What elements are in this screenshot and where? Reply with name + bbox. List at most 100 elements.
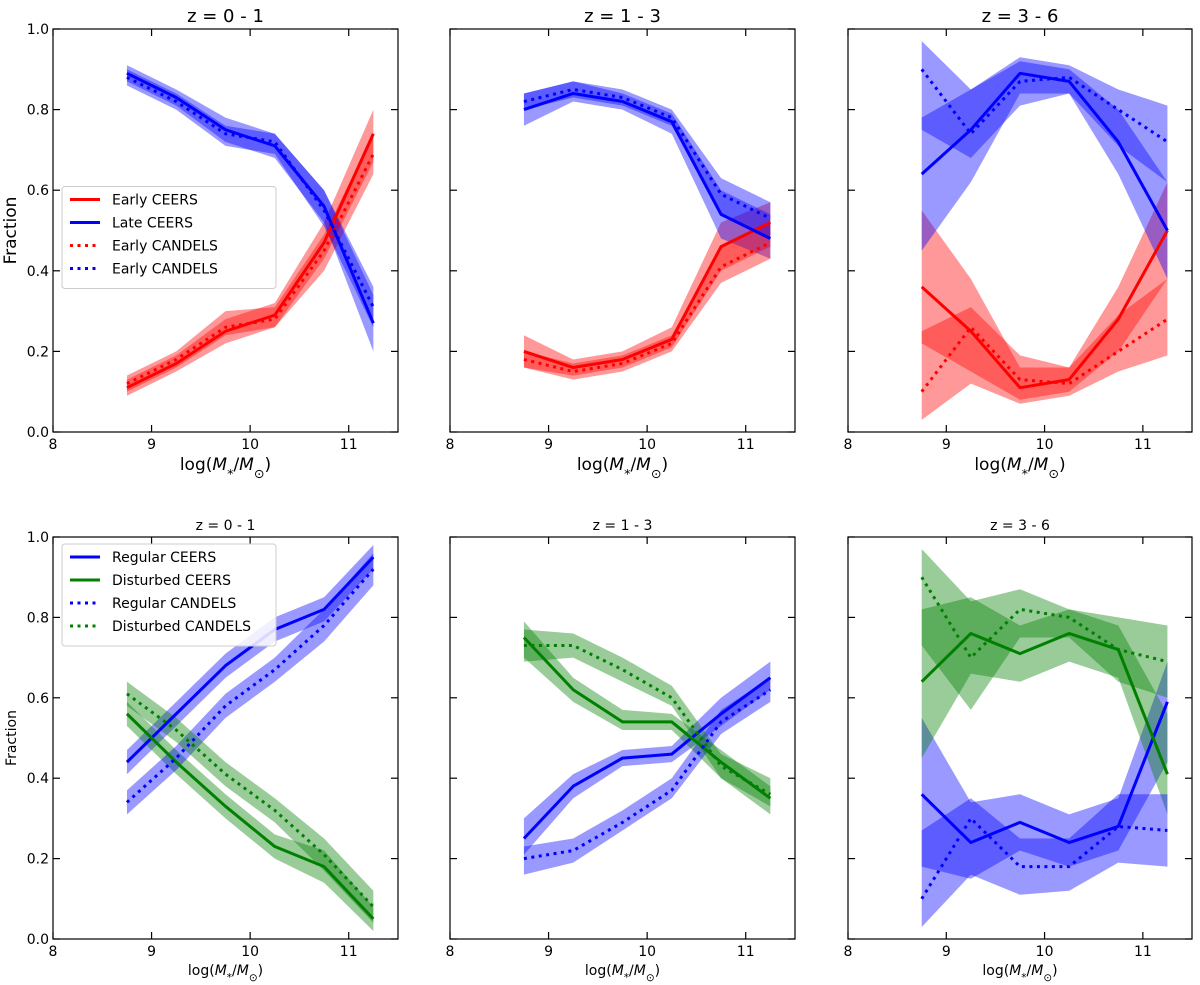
panel-title: z = 3 - 6 xyxy=(982,6,1059,27)
x-tick-label: 8 xyxy=(446,944,455,960)
legend-box xyxy=(61,186,277,289)
x-tick-label: 10 xyxy=(638,944,656,960)
x-tick-label: 8 xyxy=(49,944,58,960)
line-series-2 xyxy=(920,71,1169,232)
y-axis-label: Fraction xyxy=(1,197,21,265)
band-series-3 xyxy=(921,794,1168,927)
panel-6: 8 9 10 11 z = 3 - 6 log(M*/M⊙) xyxy=(844,518,1193,984)
legend-label: Regular CANDELS xyxy=(112,596,236,612)
y-tick-label: 0.4 xyxy=(27,771,49,787)
legend-label: Early CANDELS xyxy=(112,239,218,255)
y-tick-label: 0.2 xyxy=(27,344,49,360)
band-series-3 xyxy=(921,278,1168,420)
band-series-2 xyxy=(523,621,771,815)
axes-frame xyxy=(847,536,1193,940)
legend-label: Regular CEERS xyxy=(112,550,216,566)
band-series-4 xyxy=(921,549,1168,710)
x-tick-label: 9 xyxy=(544,944,553,960)
line-series-3 xyxy=(126,153,375,385)
x-axis-label: log(M*/M⊙) xyxy=(180,455,271,482)
axes-frame xyxy=(449,28,796,433)
legend-label: Disturbed CEERS xyxy=(112,573,231,589)
panel-4: 8 9 10 11 0.0 0.2 0.4 0.6 0.8 1.0 z = 0 - 1 log(M*/… xyxy=(4,518,399,984)
x-tick-label: 9 xyxy=(544,437,553,453)
panel-2: 8 9 10 11 z = 1 - 3 log(M*/M⊙) xyxy=(446,6,796,482)
band-series-4 xyxy=(126,681,374,923)
panel-title: z = 1 - 3 xyxy=(584,6,661,27)
y-tick-label: 0.2 xyxy=(27,852,49,868)
x-tick-label: 8 xyxy=(49,437,58,453)
line-series-4 xyxy=(126,76,375,308)
legend-box xyxy=(61,543,277,647)
x-tick-label: 10 xyxy=(241,437,259,453)
line-series-3 xyxy=(523,688,772,861)
band-series-2 xyxy=(126,701,374,931)
line-series-1 xyxy=(125,556,375,764)
x-axis-label: log(M*/M⊙) xyxy=(188,963,263,984)
band-series-2 xyxy=(523,81,771,259)
x-tick-label: 10 xyxy=(638,437,656,453)
x-axis-label: log(M*/M⊙) xyxy=(974,455,1065,482)
y-tick-label: 0.8 xyxy=(27,103,49,119)
x-tick-label: 9 xyxy=(942,944,951,960)
panel-title: z = 0 - 1 xyxy=(196,518,256,534)
x-tick-label: 10 xyxy=(1036,944,1054,960)
x-tick-label: 11 xyxy=(340,437,358,453)
line-series-2 xyxy=(523,91,772,240)
x-tick-label: 9 xyxy=(942,437,951,453)
legend-label: Early CANDELS xyxy=(112,262,218,278)
legend: Regular CEERS Disturbed CEERS Regular CAND… xyxy=(61,543,277,647)
line-series-3 xyxy=(920,317,1169,393)
y-tick-label: 0.0 xyxy=(27,932,49,948)
legend-label: Disturbed CANDELS xyxy=(112,619,251,635)
axes-frame xyxy=(52,28,399,433)
line-series-4 xyxy=(920,68,1169,144)
line-series-2 xyxy=(522,636,772,800)
panel-title: z = 3 - 6 xyxy=(990,518,1050,534)
band-series-4 xyxy=(126,69,374,328)
axes-frame xyxy=(449,536,796,940)
panel-3: 8 9 10 11 z = 3 - 6 log(M*/M⊙) xyxy=(844,6,1193,482)
y-tick-label: 0.6 xyxy=(27,183,49,199)
band-series-4 xyxy=(921,41,1168,183)
y-tick-label: 0.6 xyxy=(27,691,49,707)
line-series-3 xyxy=(920,816,1168,900)
band-series-2 xyxy=(921,597,1168,815)
axes-frame xyxy=(847,28,1193,433)
x-tick-label: 8 xyxy=(844,944,853,960)
legend-label: Early CEERS xyxy=(112,193,198,209)
line-series-3 xyxy=(125,568,375,804)
y-tick-label: 1.0 xyxy=(27,530,49,546)
x-tick-label: 11 xyxy=(1134,437,1152,453)
line-series-2 xyxy=(125,712,375,920)
band-series-3 xyxy=(126,133,374,392)
line-series-1 xyxy=(522,676,772,840)
panel-title: z = 1 - 3 xyxy=(593,518,653,534)
x-axis-label: log(M*/M⊙) xyxy=(982,963,1057,984)
x-tick-label: 9 xyxy=(147,944,156,960)
y-tick-label: 1.0 xyxy=(27,22,49,38)
y-tick-label: 0.4 xyxy=(27,264,49,280)
legend-label: Late CEERS xyxy=(112,216,193,232)
band-series-1 xyxy=(126,545,374,775)
legend: Early CEERS Late CEERS Early CANDELS Early … xyxy=(61,186,277,289)
band-series-4 xyxy=(523,629,771,807)
band-series-1 xyxy=(523,661,771,855)
line-series-1 xyxy=(920,229,1169,390)
x-tick-label: 8 xyxy=(844,437,853,453)
x-tick-label: 9 xyxy=(147,437,156,453)
axes-frame xyxy=(52,536,399,940)
x-tick-label: 11 xyxy=(737,944,755,960)
x-axis-label: log(M*/M⊙) xyxy=(577,455,668,482)
x-tick-label: 10 xyxy=(241,944,259,960)
line-series-1 xyxy=(523,221,772,370)
line-series-4 xyxy=(920,576,1168,664)
line-series-4 xyxy=(126,692,375,908)
y-axis-label: Fraction xyxy=(4,710,20,766)
x-tick-label: 10 xyxy=(1036,437,1054,453)
panel-5: 8 9 10 11 z = 1 - 3 log(M*/M⊙) xyxy=(446,518,796,984)
line-series-2 xyxy=(126,71,375,324)
x-tick-label: 11 xyxy=(737,437,755,453)
x-tick-label: 8 xyxy=(446,437,455,453)
